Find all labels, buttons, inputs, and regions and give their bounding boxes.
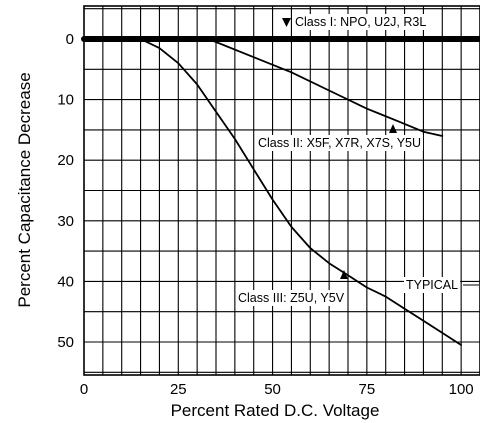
tick-labels: 0 10 20 30 40 50 0 25 50 75 100 — [57, 31, 473, 398]
class1-marker-icon — [282, 18, 291, 27]
y-tick-label: 0 — [66, 31, 74, 48]
class2-label-bg — [256, 135, 424, 151]
x-tick-label: 75 — [359, 381, 376, 398]
x-tick-label: 25 — [170, 381, 187, 398]
x-tick-label: 0 — [80, 381, 88, 398]
class1-label: Class I: NPO, U2J, R3L — [295, 15, 426, 29]
series-group — [81, 36, 480, 346]
y-axis-title: Percent Capacitance Decrease — [15, 72, 34, 307]
x-axis-title: Percent Rated D.C. Voltage — [171, 401, 380, 420]
x-tick-label: 50 — [264, 381, 281, 398]
class3-label-bg — [236, 290, 347, 306]
class1-label-bg — [293, 14, 429, 30]
typical-label-bg — [404, 277, 461, 293]
y-tick-label: 20 — [57, 152, 74, 169]
x-tick-label: 100 — [449, 381, 474, 398]
y-tick-label: 10 — [57, 92, 74, 109]
series-line-class-3 — [139, 38, 463, 346]
typical-label: TYPICAL — [406, 278, 458, 292]
series-line-class-2 — [207, 38, 444, 137]
class2-label: Class II: X5F, X7R, X7S, Y5U — [258, 136, 421, 150]
plot-frame — [83, 5, 480, 376]
y-tick-label: 30 — [57, 213, 74, 230]
class3-marker-icon — [340, 270, 348, 279]
class2-marker-icon — [389, 124, 397, 133]
y-tick-label: 40 — [57, 273, 74, 290]
y-tick-label: 50 — [57, 334, 74, 351]
class3-label: Class III: Z5U, Y5V — [238, 291, 345, 305]
